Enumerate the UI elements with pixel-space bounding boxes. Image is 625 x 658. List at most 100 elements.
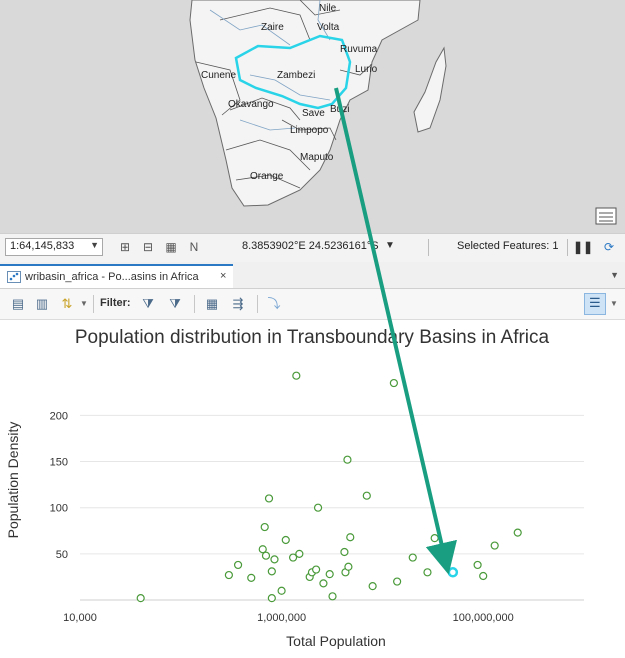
selected-scatter-point[interactable] [447, 567, 459, 578]
zoom-to-selection-icon[interactable]: ⤵ [267, 296, 281, 311]
divider [93, 295, 94, 313]
scatter-chart-icon [7, 271, 21, 283]
scatter-point[interactable] [270, 555, 279, 564]
tab-chart-view[interactable]: wribasin_africa - Po...asins in Africa × [0, 264, 233, 288]
scatter-point[interactable] [312, 565, 321, 574]
x-tick-label: 1,000,000 [257, 612, 306, 624]
scatter-point[interactable] [362, 491, 371, 500]
scatter-point[interactable] [328, 592, 337, 601]
scatter-point[interactable] [313, 503, 323, 512]
map-label-volta: Volta [317, 22, 340, 33]
africa-landmass [189, 0, 421, 207]
scatter-point[interactable] [490, 541, 499, 550]
sort-icon[interactable]: ⇅ [61, 296, 73, 311]
scatter-point[interactable] [423, 568, 432, 577]
scatter-point[interactable] [136, 594, 145, 603]
divider [567, 239, 568, 256]
scatter-point[interactable] [513, 528, 522, 537]
scatter-point[interactable] [267, 594, 276, 603]
scale-selector[interactable]: 1:64,145,833 ▼ [5, 238, 103, 256]
scatter-point[interactable] [344, 562, 353, 571]
properties-icon[interactable]: ▤ [11, 296, 25, 311]
map-label-lurio: Lurio [355, 64, 378, 75]
scatter-point[interactable] [264, 494, 274, 503]
chart-title: Population distribution in Transboundary… [75, 327, 550, 348]
scatter-point[interactable] [281, 535, 290, 545]
map-label-maputo: Maputo [300, 152, 334, 163]
map-label-save: Save [302, 108, 325, 119]
properties-chevron-icon[interactable]: ▼ [610, 299, 618, 308]
y-axis-label: Population Density [5, 422, 21, 539]
x-tick-label: 10,000 [63, 612, 97, 624]
select-features-icon[interactable] [436, 238, 450, 256]
data-points[interactable] [136, 371, 522, 603]
chart-area[interactable]: Population distribution in Transboundary… [0, 320, 625, 653]
x-axis-label: Total Population [286, 633, 386, 649]
chart-toolbar: ▤ ▥ ⇅ ▼ Filter: ⧩ ⧩ ▦ ⇶ ⤵ ☰ ▼ [0, 289, 625, 320]
pause-icon[interactable]: ❚❚ [573, 240, 594, 254]
divider [194, 295, 195, 313]
scatter-point[interactable] [267, 567, 276, 576]
tab-label: wribasin_africa - Po...asins in Africa [25, 271, 199, 283]
scatter-point[interactable] [473, 560, 482, 570]
scatter-point[interactable] [319, 579, 328, 588]
scatter-point[interactable] [479, 571, 488, 581]
close-icon[interactable]: × [220, 270, 227, 282]
chart-properties-toggle[interactable]: ☰ [584, 293, 606, 315]
gridlines [80, 414, 584, 555]
scatter-point[interactable] [393, 577, 402, 586]
x-axis-ticks: 10,000 1,000,000 100,000,000 [63, 612, 514, 624]
map-view[interactable]: Nile Zaire Volta Ruvuma Cunene Zambezi L… [0, 0, 625, 233]
divider [257, 295, 258, 313]
scatter-point[interactable] [430, 534, 439, 543]
scatter-point[interactable] [325, 570, 334, 579]
scatter-point[interactable] [258, 545, 267, 554]
sort-chevron-icon[interactable]: ▼ [80, 299, 88, 308]
scatter-point[interactable] [260, 522, 269, 532]
scatter-point[interactable] [247, 573, 256, 582]
filter-selection-icon[interactable]: ⧩ [142, 296, 154, 311]
y-tick-label: 150 [50, 457, 68, 469]
scatter-point[interactable] [261, 551, 271, 560]
scatter-point[interactable] [343, 455, 352, 464]
grid-icon[interactable]: ⊟ [142, 240, 154, 254]
north-arrow-icon[interactable]: N [189, 240, 199, 254]
y-axis-ticks: 50 100 150 200 [50, 410, 68, 560]
map-tips-icon[interactable] [595, 207, 617, 225]
chevron-down-icon[interactable]: ▼ [90, 240, 99, 250]
scatter-point[interactable] [277, 586, 286, 595]
filter-label: Filter: [100, 297, 131, 309]
scatter-point[interactable] [346, 533, 355, 542]
filter-extent-icon[interactable]: ⧩ [169, 296, 181, 311]
tab-list-chevron-icon[interactable]: ▼ [610, 270, 619, 280]
scatter-point[interactable] [368, 582, 377, 591]
table-icon[interactable]: ▦ [205, 296, 219, 311]
scatter-point[interactable] [288, 553, 298, 562]
divider [428, 239, 429, 256]
scatter-plot[interactable]: Population distribution in Transboundary… [0, 320, 625, 653]
scatter-point[interactable] [292, 371, 301, 380]
map-label-buzi: Buzi [330, 104, 349, 115]
map-canvas[interactable]: Nile Zaire Volta Ruvuma Cunene Zambezi L… [0, 0, 625, 233]
scatter-point[interactable] [340, 547, 349, 557]
table-icon[interactable]: ▦ [165, 240, 177, 254]
basin-outlines [195, 0, 373, 189]
coordinate-format-chevron-icon[interactable]: ▼ [385, 240, 395, 251]
y-tick-label: 100 [50, 503, 68, 515]
map-status-bar: 1:64,145,833 ▼ ⊞ ⊟ ▦ N 8.3853902°E 24.52… [0, 233, 625, 263]
export-icon[interactable]: ⇶ [232, 296, 244, 311]
map-label-okavango: Okavango [228, 99, 274, 110]
selected-features-count: Selected Features: 1 [457, 240, 559, 252]
y-tick-label: 200 [50, 410, 68, 422]
x-tick-label: 100,000,000 [453, 612, 514, 624]
scatter-point[interactable] [295, 549, 304, 558]
map-label-limpopo: Limpopo [290, 125, 329, 136]
scatter-point[interactable] [224, 570, 233, 580]
map-label-zaire: Zaire [261, 22, 284, 33]
chart-type-icon[interactable]: ▥ [35, 296, 49, 311]
add-bookmark-icon[interactable]: ⊞ [119, 240, 131, 254]
refresh-icon[interactable]: ⟳ [603, 240, 615, 254]
scatter-point[interactable] [233, 560, 243, 570]
scatter-point[interactable] [389, 378, 398, 388]
scatter-point[interactable] [408, 553, 417, 562]
